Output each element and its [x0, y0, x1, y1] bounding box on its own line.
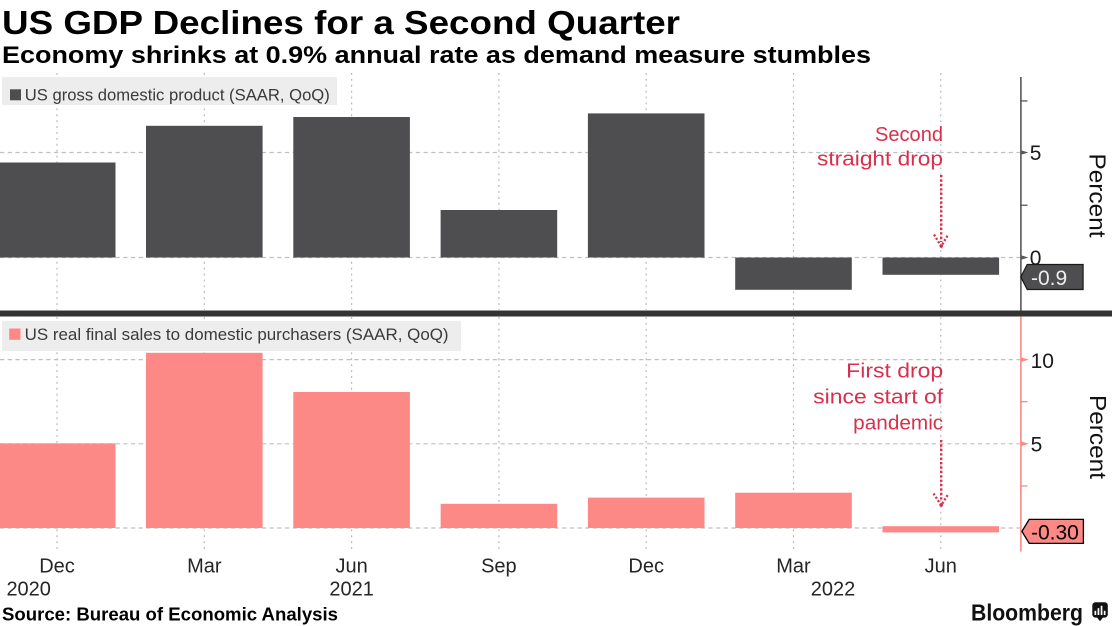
svg-text:Economy shrinks at 0.9% annual: Economy shrinks at 0.9% annual rate as d… [2, 42, 871, 69]
svg-text:2020: 2020 [6, 578, 51, 600]
svg-text:2021: 2021 [329, 578, 374, 600]
svg-text:Jun: Jun [335, 555, 367, 577]
svg-text:Second: Second [875, 123, 943, 146]
svg-text:US GDP Declines for a Second Q: US GDP Declines for a Second Quarter [2, 4, 680, 41]
svg-text:Sep: Sep [481, 555, 517, 577]
svg-text:Bloomberg: Bloomberg [971, 599, 1083, 625]
svg-text:Mar: Mar [776, 555, 811, 577]
svg-text:First drop: First drop [846, 360, 943, 383]
svg-text:Mar: Mar [187, 555, 222, 577]
svg-text:5: 5 [1030, 142, 1042, 165]
svg-text:5: 5 [1031, 434, 1043, 457]
svg-text:US real final sales to domesti: US real final sales to domestic purchase… [25, 325, 449, 344]
svg-text:since start of: since start of [813, 385, 943, 408]
svg-text:10: 10 [1031, 350, 1054, 373]
svg-text:Percent: Percent [1085, 154, 1111, 238]
svg-text:-0.9: -0.9 [1031, 267, 1067, 290]
svg-text:Percent: Percent [1085, 395, 1111, 479]
svg-text:0: 0 [1030, 247, 1042, 270]
svg-text:pandemic: pandemic [853, 411, 943, 434]
svg-text:straight drop: straight drop [817, 147, 943, 170]
svg-text:-0.30: -0.30 [1031, 521, 1079, 544]
svg-text:Dec: Dec [628, 555, 664, 577]
svg-text:Jun: Jun [925, 555, 957, 577]
svg-text:Dec: Dec [39, 555, 75, 577]
svg-text:US gross domestic product (SAA: US gross domestic product (SAAR, QoQ) [25, 86, 330, 105]
svg-text:2022: 2022 [811, 578, 856, 600]
svg-text:Source: Bureau of Economic Ana: Source: Bureau of Economic Analysis [2, 604, 338, 624]
